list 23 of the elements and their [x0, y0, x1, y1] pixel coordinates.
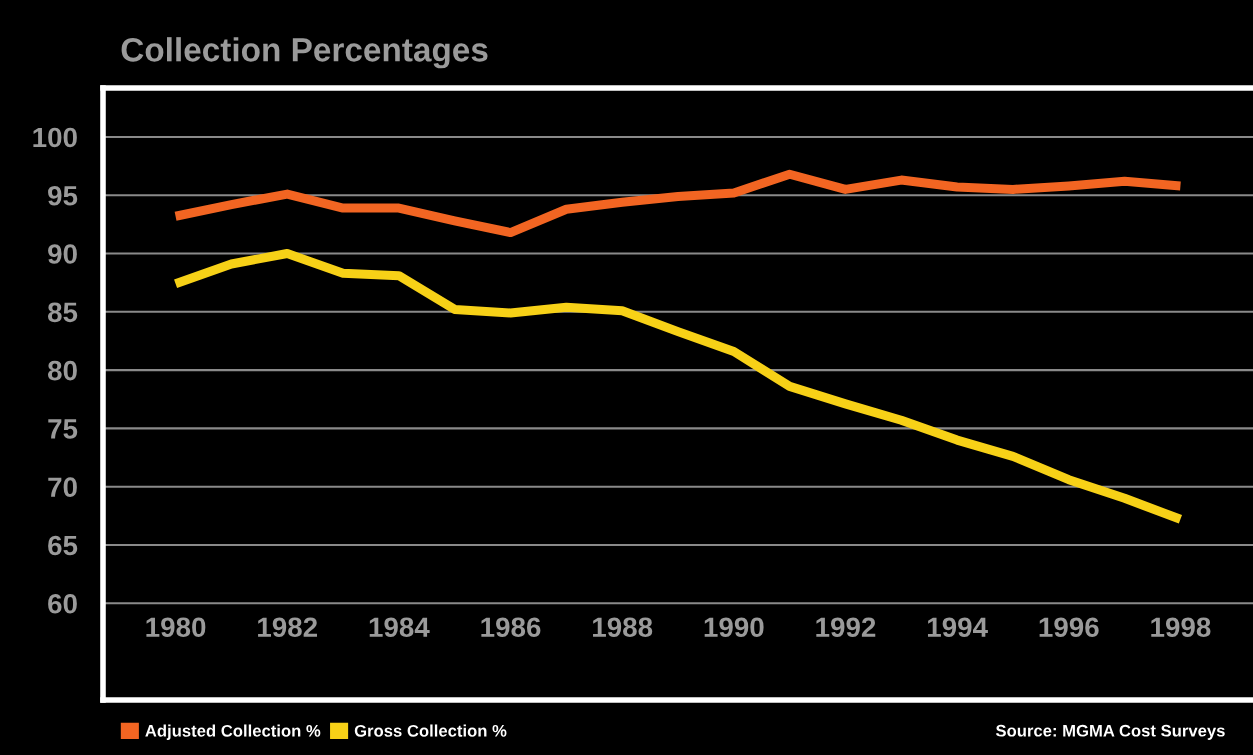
- x-tick-label: 1988: [593, 617, 653, 638]
- y-tick-label: 70: [48, 477, 77, 498]
- x-tick-label: 1994: [927, 617, 988, 638]
- legend-label: Adjusted Collection %: [145, 724, 321, 740]
- x-tick-label: 1992: [816, 617, 876, 638]
- chart-title: Collection Percentages: [121, 37, 488, 69]
- y-tick-label: 80: [47, 360, 77, 381]
- y-tick-label: 60: [48, 593, 77, 614]
- x-tick-label: 1990: [704, 617, 764, 638]
- x-tick-label: 1996: [1039, 617, 1099, 638]
- y-tick-label: 75: [48, 419, 78, 439]
- y-tick-label: 85: [47, 302, 78, 323]
- x-tick-label: 1986: [481, 617, 541, 638]
- y-tick-label: 95: [48, 185, 78, 206]
- legend-label: Gross Collection %: [354, 724, 507, 737]
- x-tick-label: 1982: [258, 617, 318, 638]
- y-tick-label: 90: [48, 244, 77, 264]
- source-note: Source: MGMA Cost Surveys: [995, 724, 1225, 740]
- y-tick-label: 65: [48, 535, 78, 556]
- x-tick-label: 1984: [369, 617, 430, 638]
- x-tick-label: 1980: [146, 617, 206, 638]
- x-tick-label: 1998: [1151, 617, 1211, 638]
- y-tick-label: 100: [33, 127, 77, 148]
